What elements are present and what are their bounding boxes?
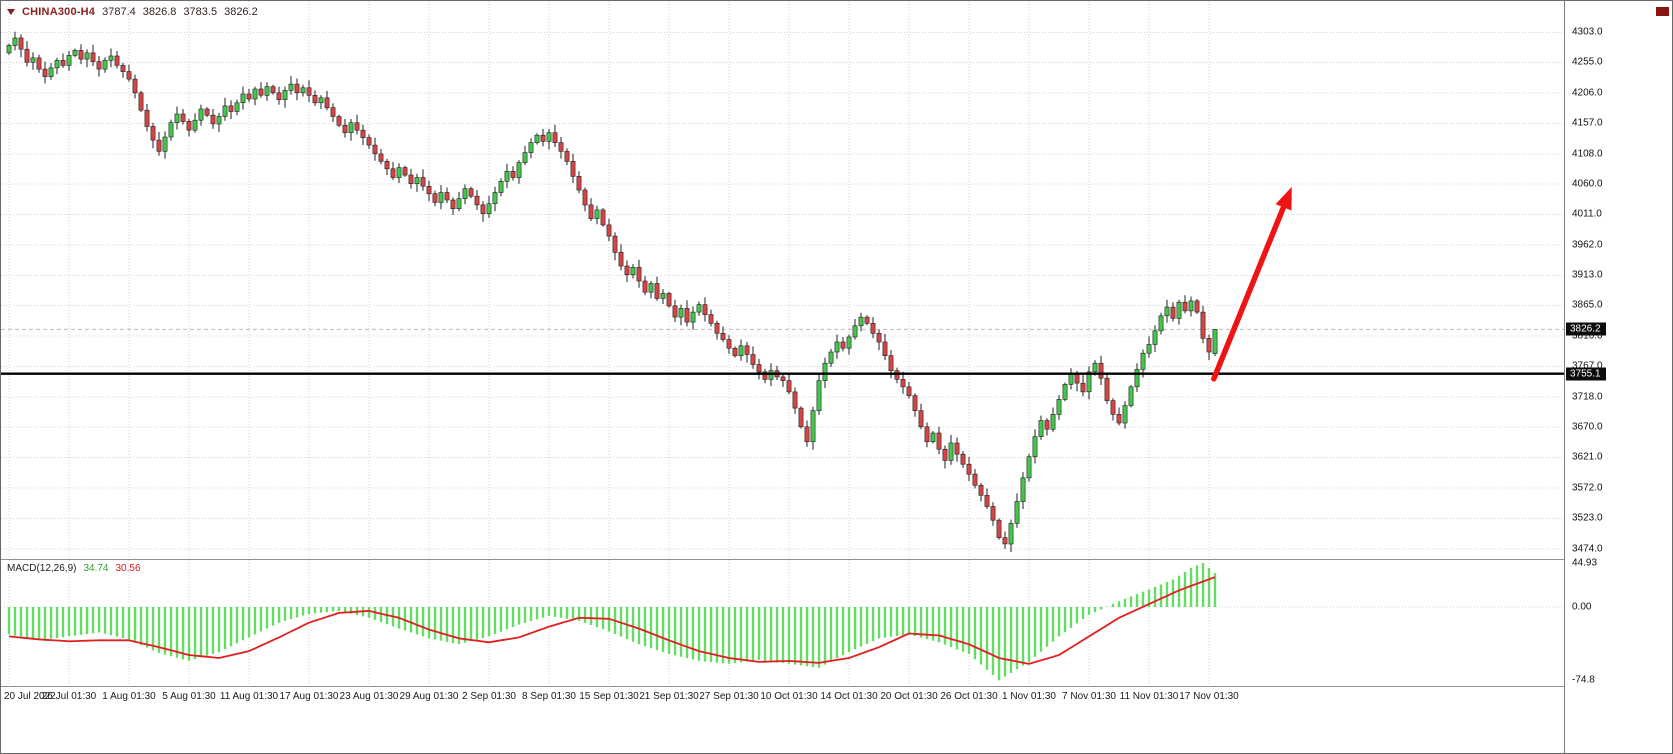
grid-layer	[1, 1, 1564, 686]
time-axis-label: 5 Aug 01:30	[162, 691, 216, 702]
price-axis-label: 4108.0	[1572, 148, 1603, 160]
ohlc-low-value: 3783.5	[183, 6, 218, 18]
time-axis-label: 11 Aug 01:30	[219, 691, 279, 702]
time-axis-label: 1 Aug 01:30	[102, 691, 156, 702]
time-axis-label: 26 Oct 01:30	[940, 691, 998, 702]
candles-layer	[6, 31, 1218, 552]
price-axis-label: 3913.0	[1572, 269, 1603, 281]
time-axis-label: 20 Oct 01:30	[880, 691, 938, 702]
macd-axis-label: 44.93	[1572, 557, 1598, 569]
hline-price-tag: 3755.1	[1566, 367, 1606, 381]
price-axis-label: 3523.0	[1572, 512, 1603, 524]
price-axis-label: 3865.0	[1572, 299, 1603, 311]
time-axis-label: 11 Nov 01:30	[1119, 691, 1179, 702]
price-axis-label: 3718.0	[1572, 391, 1603, 403]
price-axis-label: 3767.0	[1572, 361, 1603, 372]
time-axis-label: 26 Jul 01:30	[41, 691, 97, 702]
time-axis-label: 1 Nov 01:30	[1002, 691, 1056, 702]
macd-histogram-layer	[7, 563, 1217, 681]
time-axis-label: 14 Oct 01:30	[820, 691, 878, 702]
symbol-dropdown-icon[interactable]	[7, 9, 15, 15]
price-axis-label: 3621.0	[1572, 451, 1603, 463]
chart-region[interactable]: CHINA300-H4 3787.4 3826.8 3783.5 3826.2 …	[1, 1, 1564, 753]
ohlc-high-value: 3826.8	[142, 6, 177, 18]
time-axis-label: 21 Sep 01:30	[639, 691, 699, 702]
macd-indicator-label: MACD(12,26,9)	[7, 563, 77, 574]
price-axis-label: 4011.0	[1572, 208, 1602, 220]
price-axis-label: 4060.0	[1572, 178, 1603, 190]
price-axis-label: 3670.0	[1572, 421, 1603, 433]
ohlc-close-value: 3826.2	[224, 6, 258, 18]
axis-top-marker	[1656, 7, 1669, 16]
time-axis-label: 8 Sep 01:30	[522, 691, 576, 702]
time-axis-label: 15 Sep 01:30	[579, 691, 639, 702]
symbol-timeframe-label: CHINA300-H4	[22, 6, 96, 18]
time-axis-label: 17 Aug 01:30	[279, 691, 339, 702]
price-axis-label: 3474.0	[1572, 543, 1603, 555]
price-axis-label: 4303.0	[1572, 26, 1603, 38]
price-axis-label: 4206.0	[1572, 87, 1603, 99]
price-axis-label: 3962.0	[1572, 239, 1603, 251]
price-axis[interactable]: 3826.2 3755.1 4303.0 4255.0 4206.0 4157.0 41…	[1564, 1, 1672, 753]
ohlc-open-value: 3787.4	[102, 6, 136, 18]
macd-main-value: 34.74	[83, 563, 109, 574]
macd-axis-label: -74.8	[1572, 674, 1595, 686]
time-axis-label: 29 Aug 01:30	[399, 691, 459, 702]
macd-signal-value: 30.56	[115, 563, 141, 574]
trend-arrow-annotation[interactable]	[1211, 186, 1292, 382]
price-axis-label: 4157.0	[1572, 117, 1603, 129]
time-axis-label: 7 Nov 01:30	[1062, 691, 1116, 702]
time-axis-label: 23 Aug 01:30	[339, 691, 399, 702]
time-axis-label: 2 Sep 01:30	[462, 691, 516, 702]
macd-signal-line	[8, 576, 1216, 665]
price-axis-label: 3572.0	[1572, 482, 1603, 494]
time-axis[interactable]: 20 Jul 2022 26 Jul 01:30 1 Aug 01:30 5 Aug …	[1, 687, 1564, 707]
time-axis-label: 10 Oct 01:30	[760, 691, 818, 702]
macd-axis-label: 0.00	[1572, 601, 1592, 613]
macd-indicator-header: MACD(12,26,9) 34.74 30.56	[7, 563, 141, 574]
time-axis-label: 20 Jul 2022	[4, 691, 56, 702]
time-axis-label: 27 Sep 01:30	[699, 691, 759, 702]
chart-ohlc-header: CHINA300-H4 3787.4 3826.8 3783.5 3826.2	[7, 6, 258, 18]
chart-canvas[interactable]	[1, 1, 1564, 687]
price-axis-label: 4255.0	[1572, 56, 1603, 68]
current-price-tag: 3826.2	[1566, 322, 1606, 336]
time-axis-label: 17 Nov 01:30	[1179, 691, 1239, 702]
